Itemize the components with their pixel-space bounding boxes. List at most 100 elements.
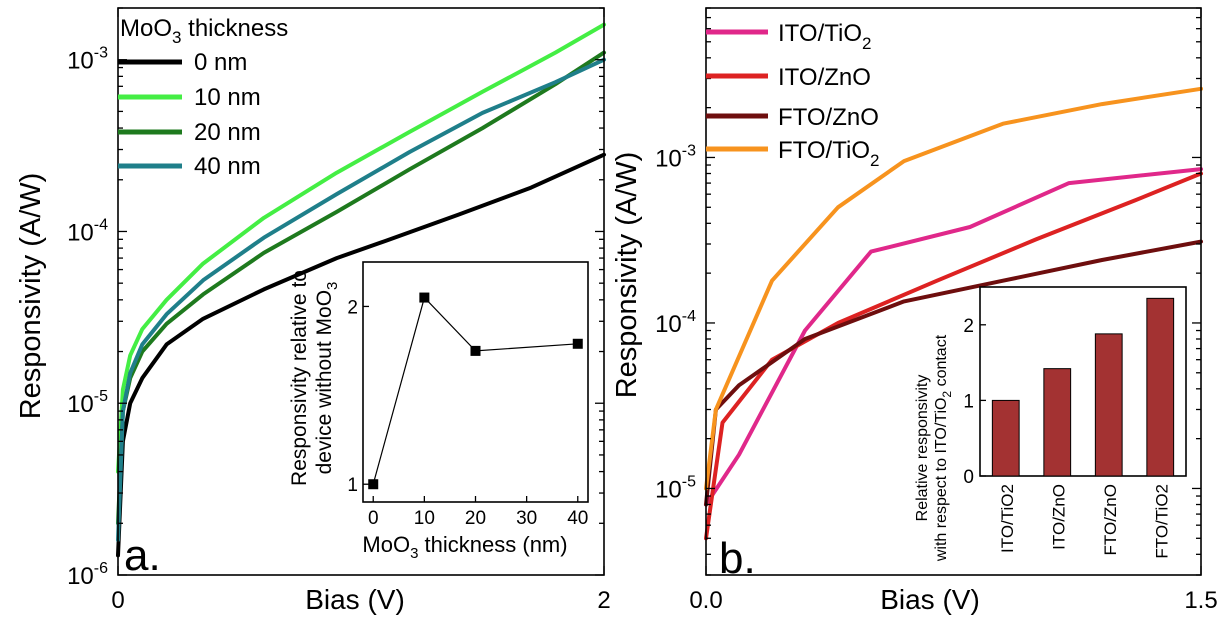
inset-bar xyxy=(1094,333,1123,477)
panel-b-plot-frame xyxy=(705,7,1202,576)
inset-y-tick-label: 1 xyxy=(963,391,974,412)
panel-a-inset-y-axis-title-line1: Responsivity relative to xyxy=(288,270,311,486)
inset-x-tick-label: 30 xyxy=(516,508,537,529)
panel-b-x-axis-title: Bias (V) xyxy=(880,584,980,615)
panel-b-x-ticks: 0.0 1.5 xyxy=(689,8,1218,614)
y-tick-label-base: 10 xyxy=(67,391,94,418)
x-tick-label: 0.0 xyxy=(689,587,722,614)
inset-x-tick-label: 40 xyxy=(567,508,588,529)
inset-bar xyxy=(1146,297,1175,477)
legend-label: FTO/TiO2 xyxy=(778,137,879,170)
panel-a-label: a. xyxy=(124,531,161,580)
legend-label: ITO/ZnO xyxy=(778,64,871,91)
y-tick-label: 10-5 xyxy=(655,473,696,503)
y-tick-label-base: 10 xyxy=(655,145,682,172)
legend-label: 10 nm xyxy=(194,84,261,111)
y-tick-label: 10-4 xyxy=(67,216,108,246)
inset-x-tick-label: 10 xyxy=(414,508,435,529)
panel-b-inset-ticks: 0 1 2 ITO/TiO2 ITO/ZnO FTO/ZnO FTO/TiO2 xyxy=(963,316,1171,559)
panel-a-legend-title: MoO3 thickness xyxy=(120,15,288,47)
legend-label-text: ITO/TiO xyxy=(778,20,862,47)
y-tick-label-exponent: -3 xyxy=(94,45,108,62)
panel-a-inset-background xyxy=(363,262,588,502)
inset-data-point xyxy=(368,479,379,490)
panel-b-y-ticks: 10-510-410-3 xyxy=(655,7,1201,576)
series-line-40-nm xyxy=(116,57,606,542)
x-tick-label: 1.5 xyxy=(1184,587,1217,614)
y-tick-label: 10-4 xyxy=(655,308,696,338)
y-tick-label-exponent: -5 xyxy=(94,388,108,405)
inset-x-tick-label: 0 xyxy=(368,508,379,529)
y-tick-label: 10-3 xyxy=(67,45,108,75)
legend-label: 20 nm xyxy=(194,119,261,146)
series-line-ito-zno xyxy=(704,171,1203,541)
y-tick-label-base: 10 xyxy=(655,476,682,503)
y-tick-label-exponent: -5 xyxy=(682,473,696,490)
legend-label-subscript: 2 xyxy=(862,34,871,53)
inset-data-point xyxy=(419,292,430,303)
panel-b-inset: 0 1 2 ITO/TiO2 ITO/ZnO FTO/ZnO FTO/TiO2 Relati… xyxy=(914,286,1187,562)
y-tick-label-base: 10 xyxy=(67,219,94,246)
panel-a-inset-x-axis-title: MoO3 thickness (nm) xyxy=(362,532,567,562)
inset-y-tick-label: 2 xyxy=(963,316,974,337)
series-line-10-nm xyxy=(116,22,606,474)
panel-a-plot-frame xyxy=(117,7,605,576)
panel-a-y-ticks: 10-610-510-410-3 xyxy=(67,7,604,590)
legend-label-text: FTO/TiO xyxy=(778,137,870,164)
series-line-fto-tio xyxy=(704,86,1203,491)
panel-a-inset: 0 10 20 30 40 1 2 Responsivity relative to dev… xyxy=(288,261,589,562)
legend-label: FTO/ZnO xyxy=(778,104,879,131)
inset-data-point xyxy=(470,345,481,356)
inset-x-tick-label: ITO/TiO2 xyxy=(998,484,1017,553)
y-tick-label-exponent: -3 xyxy=(682,142,696,159)
legend-label: ITO/TiO2 xyxy=(778,20,871,53)
panel-b-inset-data xyxy=(991,297,1175,477)
inset-bar xyxy=(991,399,1020,477)
inset-bar xyxy=(1043,368,1072,477)
inset-y-tick-label: 0 xyxy=(963,467,974,488)
y-tick-label-exponent: -6 xyxy=(94,560,108,577)
panel-b-series xyxy=(704,86,1203,541)
panel-b-inset-y-axis-title-line2: with respect to ITO/TiO2 contact xyxy=(933,334,954,562)
panel-b: 10-510-410-3 0.0 1.5 Responsivity (A/W) B… xyxy=(611,7,1218,615)
inset-series-line xyxy=(372,296,578,485)
series-line-ito-tio xyxy=(704,167,1203,507)
inset-data-point xyxy=(572,338,583,349)
panel-a-inset-y-axis-title-line2: device without MoO3 xyxy=(313,282,341,475)
panel-a-series xyxy=(116,22,606,558)
panel-b-inset-frame xyxy=(979,286,1187,477)
panel-b-label: b. xyxy=(719,534,756,583)
legend-label-text: FTO/ZnO xyxy=(778,104,879,131)
inset-x-tick-label: 20 xyxy=(465,508,486,529)
inset-y-tick-label: 2 xyxy=(347,297,358,318)
inset-x-tick-label: FTO/TiO2 xyxy=(1152,484,1171,559)
legend-label-text: ITO/ZnO xyxy=(778,64,871,91)
y-tick-label-exponent: -4 xyxy=(682,308,696,325)
panel-a-y-axis-title: Responsivity (A/W) xyxy=(15,173,47,420)
inset-y-tick-label: 1 xyxy=(347,475,358,496)
y-tick-label-base: 10 xyxy=(67,563,94,590)
panel-b-y-axis-title: Responsivity (A/W) xyxy=(611,152,643,399)
y-tick-label: 10-3 xyxy=(655,142,696,172)
panel-a-inset-ticks: 0 10 20 30 40 1 2 xyxy=(347,297,588,529)
panel-a-legend: 0 nm 10 nm 20 nm 40 nm xyxy=(118,49,261,180)
y-tick-label-base: 10 xyxy=(67,48,94,75)
legend-label: 40 nm xyxy=(194,153,261,180)
panel-b-inset-y-axis-title-line1: Relative responsivity xyxy=(914,375,931,522)
panel-a-inset-data xyxy=(368,292,583,490)
legend-label: 0 nm xyxy=(194,49,247,76)
panel-a-x-axis-title: Bias (V) xyxy=(305,584,405,615)
y-tick-label: 10-5 xyxy=(67,388,108,418)
series-line-0-nm xyxy=(116,152,606,558)
y-tick-label-exponent: -4 xyxy=(94,216,108,233)
inset-x-tick-label: ITO/ZnO xyxy=(1049,484,1068,550)
y-tick-label-base: 10 xyxy=(655,311,682,338)
inset-x-tick-label: FTO/ZnO xyxy=(1101,484,1120,555)
x-tick-label: 2 xyxy=(597,587,610,614)
legend-label-subscript: 2 xyxy=(870,151,879,170)
y-tick-label: 10-6 xyxy=(67,560,108,590)
